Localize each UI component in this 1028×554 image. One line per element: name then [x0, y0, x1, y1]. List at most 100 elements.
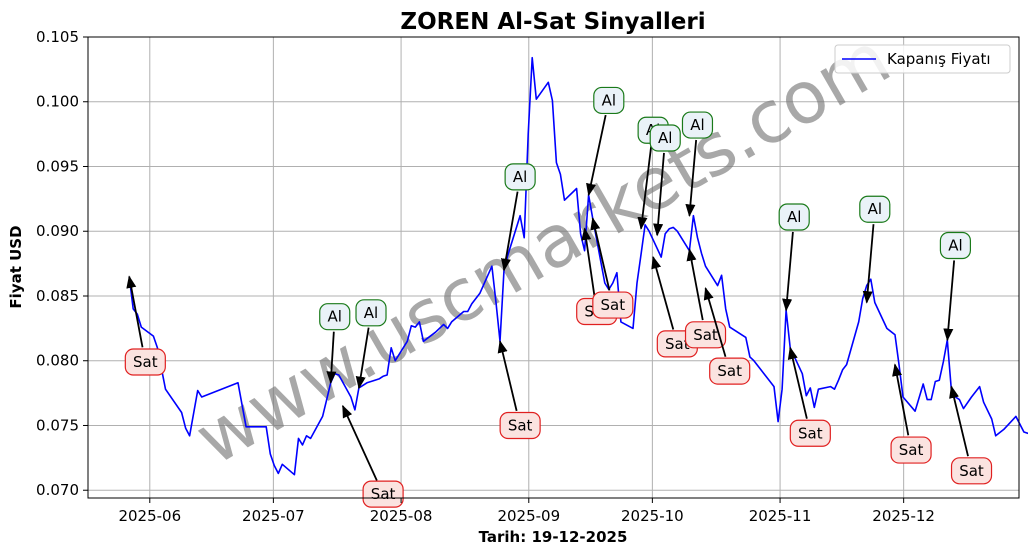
x-tick-label: 2025-08: [370, 507, 433, 525]
signal-box: [681, 111, 714, 139]
y-tick-label: 0.095: [36, 157, 79, 175]
signal-arrow: [586, 114, 607, 197]
sell-signal: Sat: [497, 340, 541, 440]
sell-signal: Sat: [703, 287, 751, 385]
signal-arrow: [685, 139, 698, 217]
sell-signal: Sat: [890, 363, 932, 464]
signal-label: Al: [690, 116, 704, 134]
signal-box: [504, 163, 536, 191]
signal-box: [362, 480, 404, 508]
legend-frame: [834, 44, 1011, 74]
axis-ticks: 0.070 0.075 0.080 0.085 0.090 0.095 0.100 0.105…: [36, 28, 935, 525]
x-tick-label: 2025-11: [749, 507, 812, 525]
x-tick-label: 2025-07: [242, 507, 305, 525]
signal-arrow: [126, 275, 144, 348]
signal-label: Al: [513, 168, 527, 186]
chart-title: ZOREN Al-Sat Sinyalleri: [400, 9, 705, 35]
signal-label: Al: [328, 308, 342, 326]
signal-label: Sat: [371, 485, 396, 503]
x-tick-label: 2025-09: [497, 507, 560, 525]
signal-box: [859, 195, 891, 223]
buy-signal: Al: [319, 303, 351, 385]
signal-arrow: [949, 385, 969, 457]
signal-box: [649, 124, 681, 152]
signal-label: Al: [948, 236, 962, 254]
signal-box: [709, 357, 751, 385]
signal-arrow: [782, 231, 794, 312]
sell-signal: Sat: [590, 217, 634, 319]
signal-label: Sat: [601, 296, 626, 314]
signal-label: Sat: [798, 424, 823, 442]
y-tick-label: 0.070: [36, 481, 79, 499]
signal-arrow: [497, 340, 518, 412]
x-tick-label: 2025-12: [872, 507, 935, 525]
signal-arrow: [703, 287, 727, 357]
signal-label: Al: [602, 91, 616, 109]
signal-arrow: [355, 327, 370, 390]
signal-box: [319, 303, 351, 331]
signal-box: [890, 436, 932, 464]
buy-signal: Al: [500, 163, 536, 272]
signal-arrow: [341, 404, 378, 481]
sell-signal: Sat: [684, 248, 727, 349]
signal-box: [593, 86, 625, 115]
signal-box: [789, 419, 831, 447]
x-tick-label: 2025-06: [118, 507, 181, 525]
signal-label: Al: [787, 208, 801, 226]
buy-signal: Al: [355, 299, 387, 390]
x-axis-label: Tarih: 19-12-2025: [479, 528, 628, 546]
signal-label: Sat: [899, 441, 924, 459]
signal-arrow: [862, 224, 875, 304]
signal-arrow: [653, 152, 665, 237]
signal-label: Al: [868, 200, 882, 218]
sell-signal: Sat: [124, 275, 166, 376]
sell-signal: Sat: [341, 404, 404, 508]
buy-signal: Al: [778, 203, 810, 312]
y-tick-label: 0.105: [36, 28, 79, 46]
signal-label: Sat: [959, 462, 984, 480]
signal-arrow: [943, 260, 956, 342]
sell-signal: Sat: [787, 346, 831, 447]
signal-label: Sat: [717, 362, 742, 380]
y-tick-label: 0.080: [36, 352, 79, 370]
buy-signal: Al: [586, 86, 625, 197]
buy-signal: Al: [939, 231, 972, 342]
signal-box: [499, 411, 541, 440]
signal-label: Sat: [133, 353, 158, 371]
signal-arrow: [500, 191, 519, 272]
signal-arrow: [590, 217, 611, 291]
y-tick-label: 0.100: [36, 93, 79, 111]
legend: Kapanış Fiyatı: [834, 44, 1011, 74]
signal-arrow: [651, 255, 675, 330]
legend-label: Kapanış Fiyatı: [887, 50, 991, 68]
watermark-text: www.uscmarkets.com: [181, 16, 903, 481]
buy-signal: Al: [649, 124, 681, 237]
y-tick-label: 0.075: [36, 416, 79, 434]
signal-arrow: [581, 227, 596, 297]
buy-signal: Al: [859, 195, 891, 304]
signal-label: Al: [364, 304, 378, 322]
signal-box: [684, 321, 727, 349]
y-tick-label: 0.090: [36, 222, 79, 240]
signal-label: Sat: [693, 326, 718, 344]
y-axis-label: Fiyat USD: [7, 225, 25, 308]
y-tick-label: 0.085: [36, 287, 79, 305]
signal-box: [592, 291, 634, 319]
signal-box: [355, 299, 387, 327]
buy-signal: Al: [681, 111, 714, 217]
signal-arrow: [892, 363, 910, 436]
annotation-layer: SatAlSatAlSatAlSatAlSatAlAlSatAlSatSatAl…: [124, 86, 993, 508]
signal-box: [939, 231, 972, 260]
signal-box: [124, 348, 166, 376]
sell-signal: Sat: [949, 385, 993, 485]
watermark-layer: www.uscmarkets.com: [181, 16, 903, 481]
signal-arrow: [686, 248, 704, 321]
signal-label: Sat: [665, 335, 690, 353]
plot-frame: [87, 36, 1020, 499]
sell-signal: Sat: [651, 255, 698, 358]
signal-box: [778, 203, 810, 231]
signal-arrow: [787, 346, 808, 419]
signal-label: Al: [658, 129, 672, 147]
signal-box: [950, 457, 993, 485]
